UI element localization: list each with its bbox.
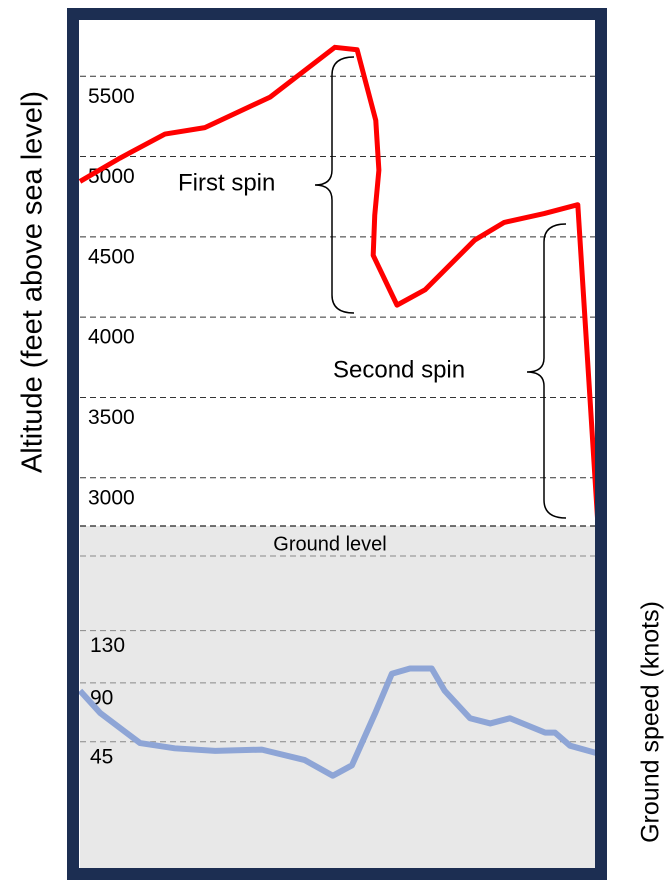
y-tick-label: 4000 [88,326,135,349]
series-line [77,665,599,779]
y-axis-label: Altitude (feet above sea level) [17,91,49,473]
y-tick-label: 90 [90,686,113,709]
annotation: First spin [178,169,275,196]
y-tick-label: 5000 [88,165,135,188]
plots: 3000 3500 4000 4500 5000 5500 45 90 130 [77,44,601,779]
brace [526,223,567,519]
annotation: Ground level [273,533,386,555]
frame [67,8,607,880]
y-tick-label: 5500 [88,85,135,108]
y-tick-label: 3500 [88,406,135,429]
y-tick-label: 3000 [88,486,135,509]
brace [314,56,355,314]
annotation: Second spin [333,356,465,383]
series-line [78,44,601,527]
y-tick-label: 130 [90,634,125,657]
ground-panel [80,526,598,868]
y-tick-label: 45 [90,745,113,768]
y-axis-label: Ground speed (knots) [637,601,665,843]
y-tick-label: 4500 [88,245,135,268]
